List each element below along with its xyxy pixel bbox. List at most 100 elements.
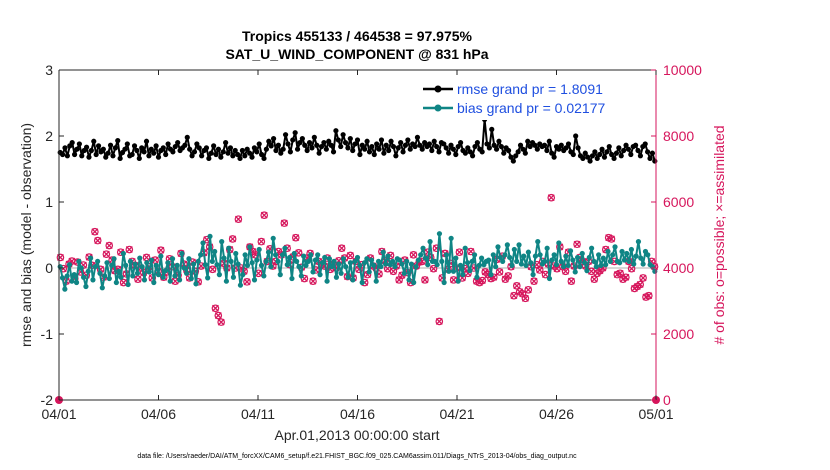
bias-point xyxy=(233,250,239,257)
rmse-point xyxy=(376,146,382,152)
rmse-point xyxy=(352,141,358,147)
bias-point xyxy=(457,262,464,268)
bias-point xyxy=(265,249,272,255)
bias-point xyxy=(350,277,356,283)
rmse-point xyxy=(251,145,258,151)
obs-assimilated-point xyxy=(587,267,595,275)
obs-possible-point xyxy=(636,280,645,289)
obs-assimilated-point xyxy=(292,234,300,242)
rmse-point xyxy=(359,142,365,148)
bias-point xyxy=(556,240,562,246)
bias-point xyxy=(270,235,276,241)
bias-point xyxy=(99,285,105,291)
rmse-point xyxy=(117,155,123,162)
bias-point xyxy=(626,258,632,264)
bias-point xyxy=(436,231,443,237)
bias-point xyxy=(132,261,138,267)
bias-point xyxy=(399,261,405,267)
bias-point xyxy=(474,274,480,280)
bias-point xyxy=(605,248,611,255)
rmse-point xyxy=(647,155,653,162)
rmse-point xyxy=(472,143,478,150)
bias-point xyxy=(90,277,96,283)
bias-point xyxy=(523,262,529,268)
bias-point xyxy=(195,258,201,264)
rmse-point xyxy=(565,141,572,147)
bias-point xyxy=(514,258,520,264)
y-right-ticks: 0 2000 4000 6000 8000 10000 xyxy=(651,62,702,408)
bias-point xyxy=(240,272,246,278)
obs-possible-point xyxy=(435,317,444,326)
rmse-point xyxy=(79,153,85,159)
obs-assimilated-point xyxy=(478,277,486,284)
rmse-point xyxy=(314,142,320,148)
obs-possible-point xyxy=(300,274,309,283)
rmse-point xyxy=(285,141,291,147)
obs-assimilated-point xyxy=(151,256,159,264)
rmse-point xyxy=(213,151,219,158)
rmse-point xyxy=(405,137,411,143)
rmse-point xyxy=(628,151,634,158)
rmse-point xyxy=(388,138,394,144)
rmse-point xyxy=(580,155,586,162)
bias-point xyxy=(446,268,452,274)
bias-point xyxy=(502,252,508,258)
bias-point xyxy=(284,262,290,268)
bias-point xyxy=(464,260,471,266)
bias-point xyxy=(631,261,637,267)
rmse-point xyxy=(218,154,224,160)
x-tick-label: 05/01 xyxy=(638,406,673,422)
bias-point xyxy=(64,273,70,279)
bias-point xyxy=(579,250,585,257)
rmse-point xyxy=(338,143,344,150)
rmse-point xyxy=(160,145,166,151)
bias-point xyxy=(165,260,171,266)
rmse-point xyxy=(618,153,624,159)
obs-assimilated-point xyxy=(510,292,518,300)
rmse-point xyxy=(342,140,349,146)
bias-point xyxy=(574,254,581,261)
bias-point xyxy=(600,255,606,261)
obs-assimilated-point xyxy=(102,250,110,258)
bias-point xyxy=(373,278,379,284)
x-tick-label: 04/26 xyxy=(539,406,574,422)
bias-point xyxy=(102,273,108,279)
obs-possible-point xyxy=(645,291,653,300)
rmse-point xyxy=(426,141,433,147)
bias-point xyxy=(277,272,283,278)
bias-point xyxy=(635,239,642,245)
obs-possible-point xyxy=(467,247,475,256)
rmse-point xyxy=(597,151,603,158)
obs-possible-point xyxy=(524,285,533,294)
obs-assimilated-point xyxy=(608,235,615,243)
legend-rmse-marker xyxy=(434,85,442,93)
y-right-tick-label: 10000 xyxy=(663,62,702,78)
bias-point xyxy=(242,252,248,258)
bias-point xyxy=(434,262,440,268)
rmse-point xyxy=(220,149,226,155)
rmse-point xyxy=(215,146,222,152)
rmse-point xyxy=(170,149,176,155)
obs-possible-point xyxy=(208,265,217,274)
rmse-point xyxy=(86,154,92,160)
bias-point xyxy=(258,262,265,268)
rmse-point xyxy=(254,149,260,155)
rmse-point xyxy=(453,151,459,158)
bias-point xyxy=(298,273,304,279)
bias-point xyxy=(272,252,279,258)
bias-point xyxy=(146,269,152,275)
obs-possible-point xyxy=(217,318,225,326)
obs-possible-point xyxy=(102,250,111,258)
bias-point xyxy=(476,262,482,268)
obs-assimilated-point xyxy=(421,276,429,284)
obs-possible-point xyxy=(573,240,581,249)
bias-point xyxy=(385,253,391,259)
bias-point xyxy=(71,272,77,278)
obs-possible-point xyxy=(409,251,418,259)
rmse-point xyxy=(549,150,555,156)
y-right-tick-label: 8000 xyxy=(663,128,694,144)
bias-point xyxy=(528,260,534,266)
bias-point xyxy=(624,250,630,257)
footer-datafile: data file: /Users/raeder/DAI/ATM_forcXX/… xyxy=(137,453,577,460)
